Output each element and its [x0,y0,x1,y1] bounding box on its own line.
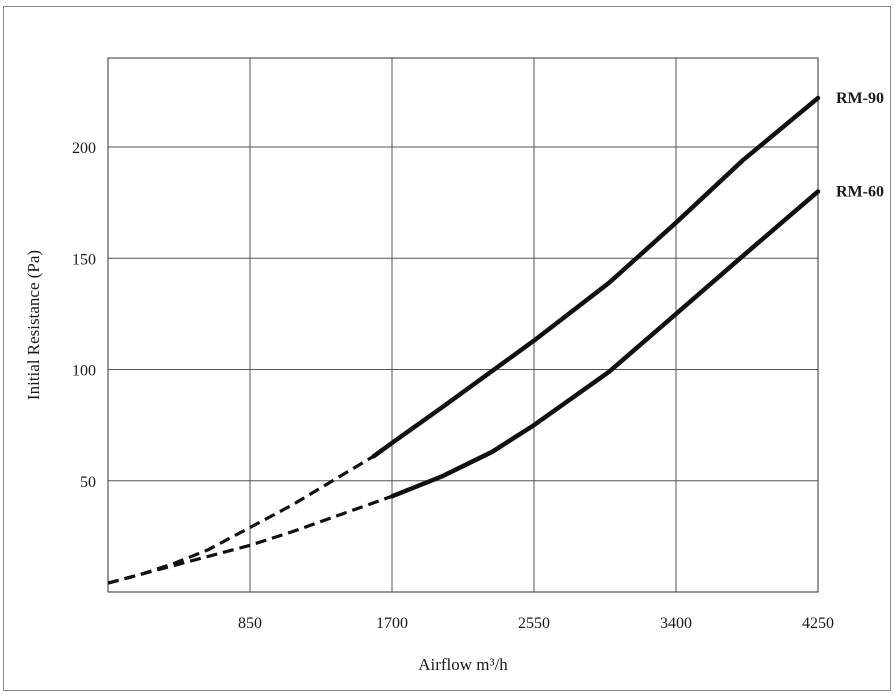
y-axis-title: Initial Resistance (Pa) [24,250,43,400]
chart-frame [3,6,891,691]
series-layer [107,95,821,585]
x-tick-label: 3400 [660,615,692,632]
plot-area [107,57,819,593]
grid [108,58,819,592]
series-rm-60-dashed-line [107,494,393,585]
y-tick-label: 150 [72,251,96,268]
x-tick-label: 850 [238,615,262,632]
y-tick-label: 50 [80,474,96,491]
x-axis-ticks: 850 1700 2550 3400 4250 [238,615,834,632]
series-rm-90-dashed-line [107,454,375,585]
y-axis-ticks: 50 100 150 200 [72,140,96,491]
x-tick-label: 2550 [518,615,550,632]
series-rm-60-line [389,189,821,499]
y-tick-label: 200 [72,140,96,157]
x-axis-title: Airflow m³/h [418,655,508,674]
series-label-rm-90: RM-90 [836,90,884,107]
y-tick-label: 100 [72,363,96,380]
series-labels: RM-90 RM-60 [836,90,884,200]
series-rm-90-line [371,95,821,459]
x-tick-label: 4250 [802,615,834,632]
x-tick-label: 1700 [376,615,408,632]
series-label-rm-60: RM-60 [836,184,884,201]
